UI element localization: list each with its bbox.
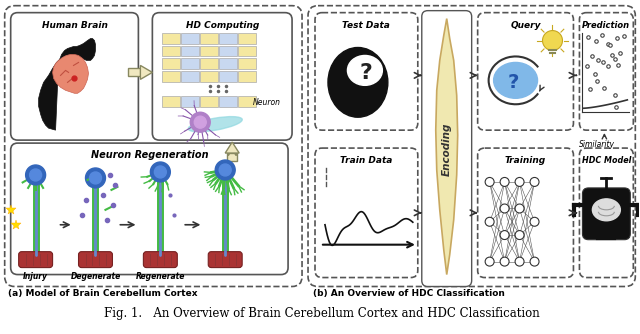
Circle shape [154, 166, 166, 178]
FancyBboxPatch shape [582, 188, 630, 240]
Text: Prediction: Prediction [582, 21, 630, 30]
Circle shape [515, 230, 524, 239]
FancyBboxPatch shape [200, 71, 218, 82]
Text: Regenerate: Regenerate [136, 272, 185, 281]
Circle shape [543, 31, 563, 50]
Circle shape [485, 217, 494, 226]
Text: (a) Model of Brain Cerebellum Cortex: (a) Model of Brain Cerebellum Cortex [8, 290, 197, 299]
Circle shape [500, 204, 509, 213]
Circle shape [500, 257, 509, 266]
Text: (b) An Overview of HDC Classification: (b) An Overview of HDC Classification [313, 290, 505, 299]
FancyBboxPatch shape [477, 13, 573, 130]
FancyBboxPatch shape [11, 143, 288, 275]
Circle shape [26, 165, 45, 185]
FancyBboxPatch shape [181, 71, 199, 82]
Text: Neuron: Neuron [253, 98, 281, 107]
Polygon shape [52, 54, 88, 93]
Circle shape [500, 230, 509, 239]
FancyBboxPatch shape [200, 32, 218, 43]
FancyBboxPatch shape [163, 32, 180, 43]
FancyBboxPatch shape [238, 71, 256, 82]
Circle shape [215, 160, 235, 180]
FancyBboxPatch shape [238, 45, 256, 56]
Ellipse shape [593, 199, 620, 221]
FancyBboxPatch shape [422, 11, 472, 287]
FancyBboxPatch shape [238, 32, 256, 43]
Polygon shape [140, 65, 152, 79]
Text: Training: Training [505, 156, 546, 165]
Circle shape [515, 177, 524, 186]
FancyBboxPatch shape [227, 153, 237, 161]
FancyBboxPatch shape [19, 252, 52, 268]
FancyBboxPatch shape [4, 6, 302, 287]
FancyBboxPatch shape [238, 58, 256, 69]
Text: Train Data: Train Data [340, 156, 392, 165]
FancyBboxPatch shape [220, 71, 237, 82]
FancyBboxPatch shape [220, 32, 237, 43]
FancyBboxPatch shape [308, 6, 636, 287]
FancyBboxPatch shape [208, 252, 242, 268]
Text: Similarity: Similarity [579, 140, 616, 149]
Text: Test Data: Test Data [342, 21, 390, 30]
Ellipse shape [348, 55, 382, 86]
Circle shape [530, 217, 539, 226]
FancyBboxPatch shape [163, 58, 180, 69]
FancyBboxPatch shape [163, 71, 180, 82]
FancyBboxPatch shape [315, 13, 418, 130]
Text: Fig. 1.   An Overview of Brain Cerebellum Cortex and HDC Classification: Fig. 1. An Overview of Brain Cerebellum … [104, 307, 540, 320]
Circle shape [150, 162, 170, 182]
Ellipse shape [328, 47, 388, 117]
FancyBboxPatch shape [129, 68, 142, 76]
FancyBboxPatch shape [163, 96, 180, 107]
FancyBboxPatch shape [238, 96, 256, 107]
Polygon shape [225, 142, 239, 153]
Text: HDC Model: HDC Model [582, 156, 631, 165]
FancyBboxPatch shape [579, 148, 634, 278]
Polygon shape [38, 38, 95, 130]
Text: Query: Query [510, 21, 541, 30]
FancyBboxPatch shape [200, 96, 218, 107]
Circle shape [500, 177, 509, 186]
Circle shape [485, 177, 494, 186]
Circle shape [190, 112, 210, 132]
FancyBboxPatch shape [181, 32, 199, 43]
FancyBboxPatch shape [11, 13, 138, 140]
Text: Degenerate: Degenerate [70, 272, 120, 281]
FancyBboxPatch shape [220, 58, 237, 69]
Text: Human Brain: Human Brain [42, 21, 108, 30]
FancyBboxPatch shape [181, 96, 199, 107]
FancyBboxPatch shape [315, 148, 418, 278]
Text: ?: ? [508, 73, 519, 92]
Circle shape [515, 204, 524, 213]
FancyBboxPatch shape [163, 45, 180, 56]
Circle shape [29, 169, 42, 181]
FancyBboxPatch shape [152, 13, 292, 140]
FancyBboxPatch shape [220, 96, 237, 107]
Circle shape [195, 116, 206, 128]
FancyBboxPatch shape [200, 58, 218, 69]
Polygon shape [436, 19, 458, 275]
FancyBboxPatch shape [220, 45, 237, 56]
Circle shape [90, 172, 102, 184]
Text: HD Computing: HD Computing [186, 21, 259, 30]
Text: Injury: Injury [23, 272, 48, 281]
Circle shape [530, 257, 539, 266]
FancyBboxPatch shape [579, 13, 634, 130]
Text: Neuron Regeneration: Neuron Regeneration [90, 150, 208, 160]
Text: Encoding: Encoding [442, 122, 452, 176]
Circle shape [530, 177, 539, 186]
Text: ?: ? [360, 63, 372, 84]
FancyBboxPatch shape [79, 252, 113, 268]
FancyBboxPatch shape [200, 45, 218, 56]
Ellipse shape [493, 62, 538, 98]
Ellipse shape [188, 117, 243, 132]
FancyBboxPatch shape [181, 58, 199, 69]
Circle shape [220, 164, 231, 176]
Circle shape [485, 257, 494, 266]
FancyBboxPatch shape [143, 252, 177, 268]
Circle shape [515, 257, 524, 266]
Circle shape [86, 168, 106, 188]
FancyBboxPatch shape [477, 148, 573, 278]
FancyBboxPatch shape [181, 45, 199, 56]
